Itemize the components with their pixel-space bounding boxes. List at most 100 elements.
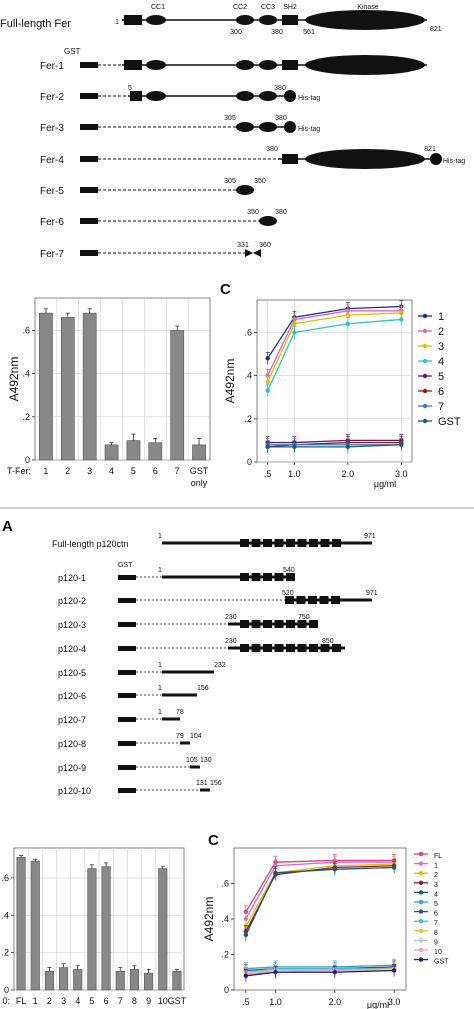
y-tick-label: .6: [221, 879, 229, 889]
x-tick-label: 9: [146, 996, 151, 1006]
gst-tag: [118, 788, 136, 793]
data-point: [265, 444, 270, 450]
gst-label: GST: [118, 562, 133, 569]
x-tick-label: GST only: [190, 466, 209, 488]
series-line-2: [267, 310, 402, 376]
bar: [87, 868, 97, 991]
gst-tag: [80, 93, 98, 99]
boundary-number: 232: [214, 662, 226, 669]
legend-marker: [418, 880, 424, 885]
legend-label: 8: [434, 930, 438, 937]
legend-marker: [422, 373, 428, 379]
x-tick-label: 3.0: [388, 997, 401, 1007]
data-point: [265, 388, 270, 393]
gst-tag: [118, 598, 136, 603]
domain-label: CC3: [261, 4, 275, 11]
cc2-domain: [236, 185, 254, 195]
y-tick-label: .4: [244, 371, 252, 381]
his-tag-label: His-tag: [443, 158, 465, 165]
series-line-5: [245, 964, 395, 970]
series-line-3: [267, 312, 402, 383]
legend-label: 3: [438, 341, 444, 353]
gst-tag: [118, 765, 136, 770]
boundary-number: 305: [224, 115, 236, 122]
boundary-number: 1: [158, 685, 162, 692]
legend-marker: [422, 358, 428, 364]
domain-label: CC1: [151, 4, 165, 11]
construct-label: Fer-4: [40, 155, 64, 166]
y-tick-label: .4: [22, 369, 30, 379]
his-tag-label: His-tag: [298, 126, 320, 133]
x-axis-label: μg/ml: [367, 1000, 389, 1009]
legend-marker: [418, 928, 424, 933]
armadillo-repeat: [297, 620, 307, 628]
armadillo-repeat: [286, 620, 295, 628]
panel-letter: C: [208, 832, 219, 849]
armadillo-repeat: [240, 539, 249, 547]
boundary-number: 131: [196, 780, 208, 787]
series-line-GST: [245, 969, 395, 977]
his-tag: [430, 153, 442, 165]
boundary-number: 331: [237, 242, 249, 249]
series-line-10: [245, 969, 395, 975]
gst-tag: [80, 218, 98, 224]
legend-marker: [418, 947, 424, 953]
armadillo-repeat: [309, 539, 318, 547]
gst-tag: [118, 575, 136, 580]
y-tick-label: .2: [1, 948, 9, 958]
armadillo-repeat: [274, 573, 284, 581]
bar: [172, 971, 182, 991]
boundary-number: 1: [158, 567, 162, 574]
data-point: [399, 310, 404, 316]
gst-tag: [80, 124, 98, 130]
construct-label: Fer-7: [40, 249, 64, 260]
bar: [104, 444, 119, 461]
boundary-number: 520: [282, 590, 294, 597]
boundary-number: 971: [364, 533, 376, 540]
armadillo-repeat: [297, 539, 307, 547]
bar: [30, 860, 40, 991]
fl-p120-label: Full-length p120ctn: [52, 539, 129, 549]
boundary-number: 1: [158, 709, 162, 716]
legend-label: FL: [434, 853, 442, 860]
cc2-domain: [236, 15, 254, 25]
plot-area: [256, 299, 413, 463]
construct-label: Fer-1: [40, 61, 64, 72]
boundary-number: 78: [176, 709, 184, 716]
sh2-domain: [282, 154, 298, 164]
legend-marker: [418, 899, 424, 905]
data-point: [332, 970, 338, 975]
y-tick-label: .6: [244, 327, 252, 337]
x-tick-label: 2: [65, 466, 70, 476]
construct-label: Fer-2: [40, 92, 64, 103]
boundary-number: 305: [224, 178, 236, 185]
armadillo-repeat: [274, 539, 284, 547]
x-tick-label: 3: [61, 996, 66, 1006]
boundary-number: 156: [210, 780, 222, 787]
y-tick-label: 0: [4, 985, 9, 995]
his-tag: [284, 90, 296, 102]
armadillo-repeat: [263, 620, 272, 628]
legend-marker: [418, 919, 424, 924]
armadillo-repeat: [296, 596, 306, 604]
legend-label: 7: [438, 401, 444, 413]
boundary-number: 1: [158, 533, 162, 540]
armadillo-repeat: [240, 620, 249, 628]
data-point: [265, 379, 270, 385]
construct-label: p120-9: [58, 763, 86, 773]
x-tick-label: 1: [33, 996, 38, 1006]
armadillo-repeat: [308, 596, 317, 604]
bar: [148, 442, 163, 461]
y-tick-label: 0: [247, 457, 252, 467]
boundary-number: 230: [225, 638, 237, 645]
x-tick-label: 1: [43, 466, 48, 476]
armadillo-repeat: [240, 644, 249, 652]
data-point: [345, 444, 351, 450]
data-point: [273, 870, 278, 876]
legend-label: GST: [434, 959, 449, 966]
sh2-domain: [282, 60, 298, 70]
x-tick-label: 7: [175, 466, 180, 476]
bar: [73, 969, 83, 991]
legend-marker: [418, 861, 424, 866]
boundary-number: 79: [176, 733, 184, 740]
